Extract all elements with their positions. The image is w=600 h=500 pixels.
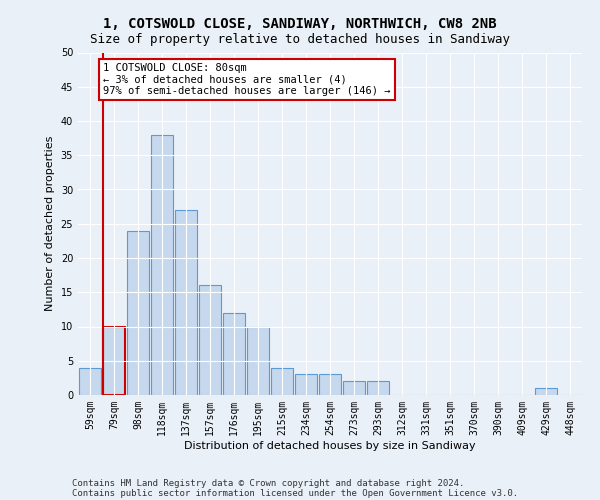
Text: Contains HM Land Registry data © Crown copyright and database right 2024.: Contains HM Land Registry data © Crown c… [72,478,464,488]
Bar [247,326,269,395]
Bar [295,374,317,395]
Text: Size of property relative to detached houses in Sandiway: Size of property relative to detached ho… [90,32,510,46]
Bar [343,382,365,395]
Bar [175,210,197,395]
Bar [127,230,149,395]
Bar [535,388,557,395]
Bar [151,134,173,395]
Bar [103,326,125,395]
Bar [223,313,245,395]
Bar [367,382,389,395]
Bar [79,368,101,395]
Bar [319,374,341,395]
Text: 1 COTSWOLD CLOSE: 80sqm
← 3% of detached houses are smaller (4)
97% of semi-deta: 1 COTSWOLD CLOSE: 80sqm ← 3% of detached… [103,63,391,96]
Bar [199,286,221,395]
Text: Contains public sector information licensed under the Open Government Licence v3: Contains public sector information licen… [72,488,518,498]
Y-axis label: Number of detached properties: Number of detached properties [45,136,55,312]
X-axis label: Distribution of detached houses by size in Sandiway: Distribution of detached houses by size … [184,440,476,450]
Text: 1, COTSWOLD CLOSE, SANDIWAY, NORTHWICH, CW8 2NB: 1, COTSWOLD CLOSE, SANDIWAY, NORTHWICH, … [103,18,497,32]
Bar [271,368,293,395]
